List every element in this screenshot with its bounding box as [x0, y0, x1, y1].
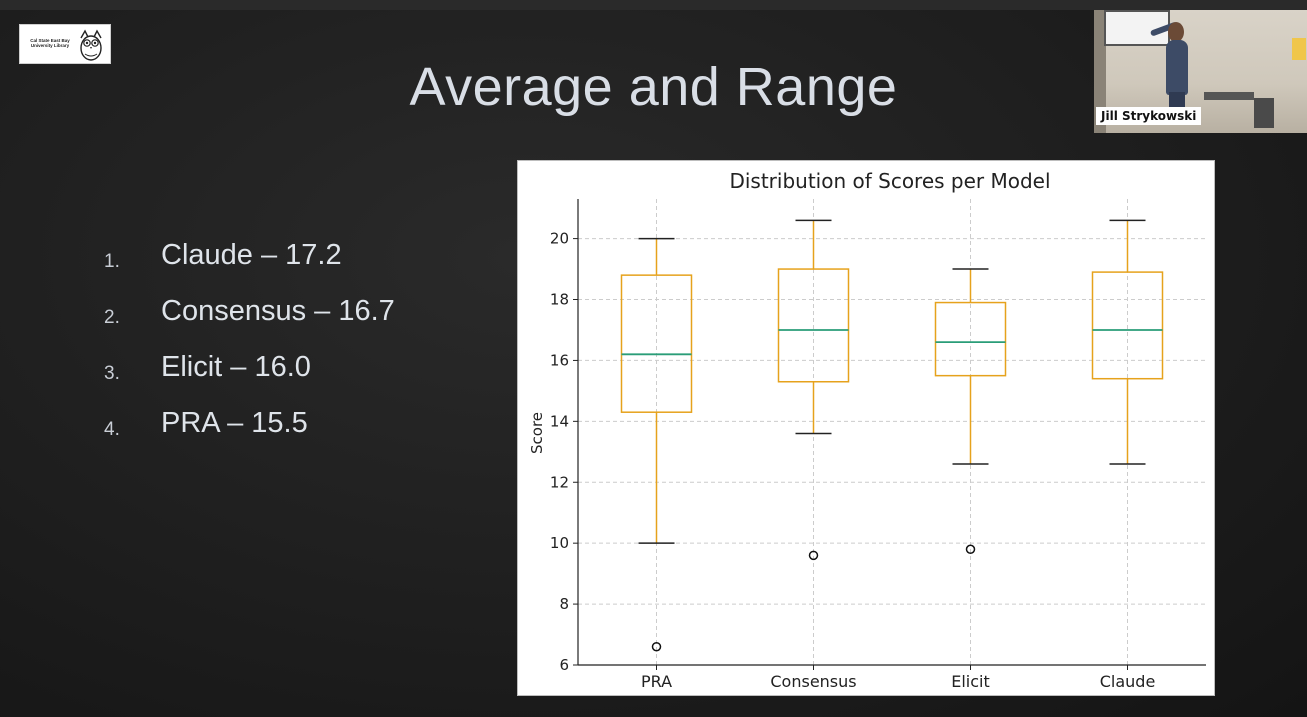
owl-mascot-icon [80, 29, 102, 61]
webcam-table [1204, 92, 1254, 100]
ranking-list: 1. Claude – 17.2 2. Consensus – 16.7 3. … [104, 235, 464, 459]
y-tick-label: 20 [550, 230, 569, 248]
ranking-text: Consensus – 16.7 [161, 295, 395, 327]
y-tick-label: 12 [550, 473, 569, 491]
webcam-wall [1094, 10, 1106, 133]
x-tick-label: Elicit [951, 672, 990, 691]
webcam-poster [1292, 38, 1306, 60]
x-tick-label: Consensus [770, 672, 856, 691]
top-strip [0, 0, 1307, 10]
outlier-point [965, 544, 976, 555]
box-consensus [777, 268, 850, 383]
ranking-text: PRA – 15.5 [161, 407, 308, 439]
y-tick-label: 14 [550, 412, 569, 430]
x-tick-label: PRA [641, 672, 672, 691]
speaker-name-tag: Jill Strykowski [1096, 107, 1202, 125]
chart-title: Distribution of Scores per Model [729, 169, 1050, 193]
box-elicit [934, 301, 1007, 377]
chart-canvas: 6 8 10 12 14 16 18 20 PRA Consensus Elicit Claude D… [528, 169, 1206, 691]
y-tick-label: 8 [559, 595, 569, 613]
y-tick-label: 16 [550, 351, 569, 369]
webcam-speaker-body [1166, 40, 1188, 95]
box-claude [1091, 271, 1164, 380]
ranking-text: Elicit – 16.0 [161, 351, 311, 383]
outlier-point [808, 550, 819, 561]
ranking-number: 2. [104, 307, 120, 328]
y-tick-label: 6 [559, 656, 569, 674]
ranking-item: 4. PRA – 15.5 [104, 403, 464, 459]
webcam-chair [1254, 98, 1274, 128]
webcam-speaker-head [1168, 22, 1184, 42]
outlier-point [651, 641, 662, 652]
library-logo: Cal State East Bay University Library [19, 24, 111, 64]
y-axis-label: Score [528, 412, 546, 454]
box-pra [620, 274, 693, 413]
ranking-text: Claude – 17.2 [161, 239, 342, 271]
ranking-item: 3. Elicit – 16.0 [104, 347, 464, 403]
ranking-number: 1. [104, 251, 120, 272]
ranking-item: 1. Claude – 17.2 [104, 235, 464, 291]
axis-layer: 6 8 10 12 14 16 18 20 PRA Consensus Elicit Claude [550, 199, 1206, 691]
slide-title: Average and Range [409, 57, 898, 117]
logo-text: Cal State East Bay University Library [30, 38, 70, 48]
box-plot-chart: 6 8 10 12 14 16 18 20 PRA Consensus Elicit Claude D… [517, 160, 1215, 696]
box-layer [620, 219, 1164, 652]
ranking-number: 4. [104, 419, 120, 440]
x-tick-label: Claude [1100, 672, 1156, 691]
grid-layer [578, 199, 1206, 666]
y-tick-label: 18 [550, 291, 569, 309]
ranking-number: 3. [104, 363, 120, 384]
y-tick-label: 10 [550, 534, 569, 552]
ranking-item: 2. Consensus – 16.7 [104, 291, 464, 347]
